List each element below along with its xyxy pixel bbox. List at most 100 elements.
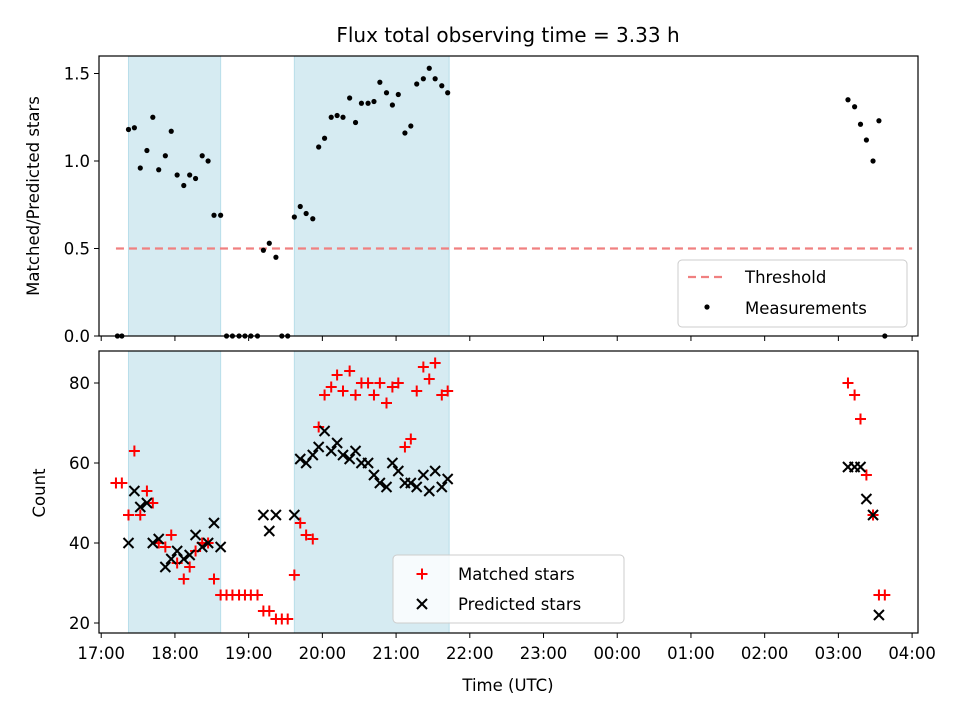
- predicted-stars-point: [873, 609, 885, 621]
- matched-stars-point: [147, 497, 159, 509]
- matched-stars-point: [855, 413, 867, 425]
- measurement-point: [181, 182, 187, 189]
- predicted-stars-point: [147, 537, 159, 549]
- predicted-stars-point: [134, 501, 146, 513]
- chart-title: Flux total observing time = 3.33 h: [336, 23, 679, 47]
- predicted-stars-point: [122, 537, 135, 549]
- measurement-point: [863, 137, 869, 143]
- matched-stars-point: [122, 509, 134, 521]
- predicted-stars-point: [411, 481, 423, 493]
- matched-stars-point: [288, 569, 300, 581]
- matched-stars-point: [362, 377, 374, 389]
- matched-stars-point: [860, 469, 872, 481]
- measurement-point: [845, 97, 851, 103]
- x-tick-label: 01:00: [667, 644, 715, 663]
- measurement-point: [876, 118, 882, 124]
- matched-stars-point: [159, 541, 171, 553]
- legend-predicted-label: Predicted stars: [458, 595, 581, 614]
- predicted-stars-point: [854, 461, 867, 473]
- predicted-stars-point: [196, 541, 208, 553]
- predicted-stars-point: [257, 509, 270, 521]
- measurement-point: [316, 144, 322, 150]
- measurement-point: [395, 91, 401, 98]
- predicted-stars-point: [318, 425, 331, 437]
- y-tick-label: 80: [69, 374, 90, 393]
- matched-stars-point: [879, 589, 891, 601]
- measurement-point: [205, 158, 211, 164]
- measurement-point: [383, 90, 390, 96]
- measurement-point: [402, 130, 408, 136]
- predicted-stars-point: [417, 469, 430, 481]
- measurement-point: [420, 76, 426, 82]
- matched-stars-point: [294, 517, 306, 529]
- matched-stars-point: [350, 389, 362, 401]
- measurement-point: [125, 126, 132, 133]
- predicted-stars-point: [159, 561, 172, 573]
- matched-stars-point: [307, 533, 319, 545]
- matched-stars-point: [331, 369, 343, 381]
- predicted-stars-point: [392, 465, 404, 477]
- measurement-point: [445, 90, 451, 96]
- measurement-point: [414, 81, 420, 87]
- measurement-point: [211, 212, 217, 218]
- measurement-point: [260, 247, 266, 253]
- measurement-point: [266, 240, 272, 246]
- legend-measurements-label: Measurements: [745, 299, 867, 318]
- bottom-legend: Matched stars Predicted stars: [392, 554, 625, 624]
- measurement-point: [377, 79, 383, 85]
- top-y-axis-label: Matched/Predicted stars: [24, 96, 43, 296]
- measurement-point: [297, 203, 303, 210]
- bottom-panel: 17:00 18:00 19:00 20:00 21:00 22:00 23:00 00:00…: [69, 350, 936, 663]
- y-tick-label: 1.5: [64, 65, 90, 84]
- matched-stars-point: [325, 381, 337, 393]
- predicted-stars-point: [380, 481, 393, 493]
- x-tick-label: 20:00: [299, 644, 347, 663]
- measurement-point: [358, 100, 365, 106]
- predicted-stars-point: [368, 469, 380, 481]
- matched-stars-point: [849, 389, 861, 401]
- x-tick-label: 18:00: [151, 644, 199, 663]
- bottom-y-axis-label: Count: [30, 468, 49, 518]
- top-panel: 0.0 0.5 1.0 1.5 Threshold Measurements: [64, 55, 919, 346]
- x-tick-label: 04:00: [888, 644, 936, 663]
- measurement-point: [347, 95, 353, 101]
- matched-stars-point: [134, 509, 146, 521]
- matched-stars-point: [128, 445, 140, 457]
- matched-stars-point: [380, 397, 392, 409]
- matched-stars-point: [399, 441, 411, 453]
- predicted-stars-point: [202, 537, 214, 549]
- measurement-point: [174, 172, 180, 178]
- measurement-point: [291, 214, 297, 220]
- x-tick-label: 21:00: [372, 644, 420, 663]
- y-tick-label: 40: [69, 534, 90, 553]
- matched-stars-point: [423, 373, 435, 385]
- predicted-stars-point: [183, 549, 196, 561]
- matched-stars-point: [405, 433, 417, 445]
- predicted-stars-point: [270, 509, 282, 521]
- measurement-point: [273, 254, 279, 260]
- measurement-point: [162, 153, 168, 159]
- measurement-point: [352, 119, 359, 126]
- measurement-point: [389, 102, 395, 108]
- predicted-stars-point: [429, 465, 441, 477]
- y-tick-label: 0.5: [64, 240, 90, 259]
- matched-stars-point: [368, 389, 380, 401]
- x-tick-label: 22:00: [446, 644, 494, 663]
- measurement-point: [137, 165, 143, 171]
- measurement-point: [408, 123, 414, 129]
- matched-stars-point: [842, 377, 854, 389]
- matched-stars-point: [251, 589, 263, 601]
- x-tick-label: 19:00: [225, 644, 273, 663]
- matched-stars-point: [442, 385, 454, 397]
- bottom-plot-frame: [98, 350, 919, 634]
- measurement-point: [310, 216, 316, 222]
- predicted-stars-point: [362, 457, 374, 469]
- measurement-point: [328, 114, 334, 120]
- matched-stars-point: [417, 361, 429, 373]
- matched-stars-point: [392, 377, 404, 389]
- measurement-point: [365, 100, 371, 106]
- measurement-point: [192, 175, 199, 182]
- predicted-stars-point: [405, 477, 417, 489]
- predicted-stars-point: [343, 453, 356, 465]
